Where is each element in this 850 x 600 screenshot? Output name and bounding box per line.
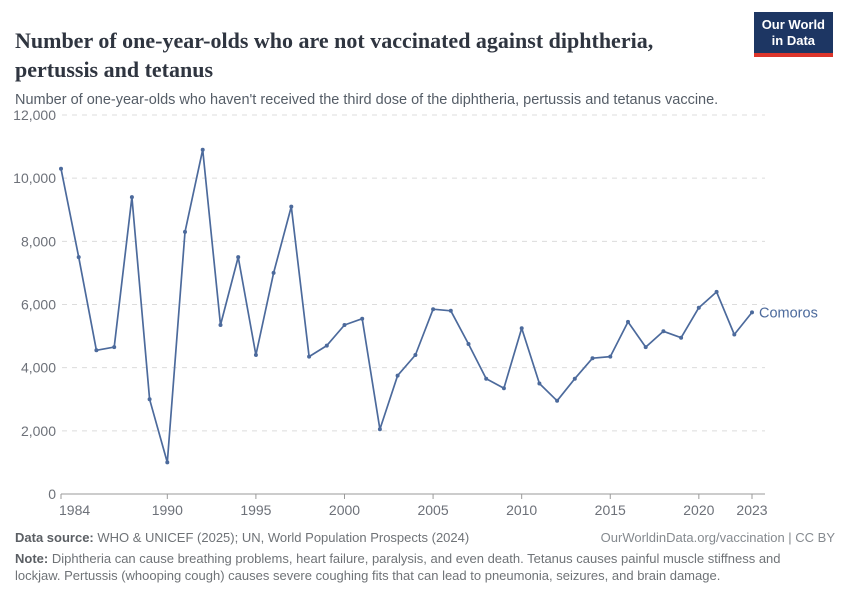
- x-axis-label: 2000: [329, 502, 360, 518]
- data-point[interactable]: [626, 319, 630, 324]
- data-point[interactable]: [661, 329, 666, 334]
- owid-logo[interactable]: Our World in Data: [753, 12, 833, 57]
- chart-subtitle: Number of one-year-olds who haven't rece…: [15, 91, 719, 108]
- data-point[interactable]: [253, 353, 258, 357]
- data-point[interactable]: [643, 345, 648, 350]
- data-point[interactable]: [94, 348, 99, 353]
- data-point[interactable]: [732, 332, 737, 337]
- chart-note: Note: Diphtheria can cause breathing pro…: [15, 550, 825, 584]
- data-point[interactable]: [165, 460, 170, 465]
- data-source-line: Data source: WHO & UNICEF (2025); UN, Wo…: [15, 530, 469, 545]
- data-point[interactable]: [200, 147, 205, 152]
- series-line[interactable]: [60, 148, 753, 464]
- data-point[interactable]: [679, 335, 684, 340]
- data-point[interactable]: [76, 255, 81, 260]
- data-point[interactable]: [129, 195, 134, 200]
- data-point[interactable]: [236, 255, 241, 260]
- data-source-text: WHO & UNICEF (2025); UN, World Populatio…: [93, 530, 470, 545]
- data-point[interactable]: [431, 307, 436, 312]
- owid-logo-line1: Our World: [761, 17, 825, 32]
- data-point[interactable]: [147, 397, 152, 402]
- owid-cc-link[interactable]: OurWorldinData.org/vaccination | CC BY: [600, 530, 835, 545]
- data-source-label: Data source:: [15, 530, 94, 545]
- y-axis-label: 4,000: [21, 360, 56, 376]
- y-axis-label: 8,000: [21, 233, 56, 249]
- x-axis-label: 2010: [506, 502, 537, 518]
- data-point[interactable]: [218, 323, 223, 327]
- x-axis-label: 1990: [152, 502, 183, 518]
- x-axis-label: 1995: [240, 502, 271, 518]
- data-point[interactable]: [484, 376, 489, 381]
- data-point[interactable]: [572, 376, 577, 381]
- note-text: Diphtheria can cause breathing problems,…: [15, 551, 781, 583]
- data-point[interactable]: [271, 270, 276, 275]
- data-point[interactable]: [324, 343, 329, 348]
- data-point[interactable]: [342, 323, 347, 327]
- data-point[interactable]: [448, 308, 453, 313]
- data-point[interactable]: [590, 356, 595, 361]
- y-axis-label: 0: [48, 486, 56, 502]
- x-axis-label: 2020: [683, 502, 714, 518]
- y-axis-label: 2,000: [21, 423, 56, 439]
- owid-logo-line2: in Data: [771, 33, 816, 48]
- x-axis-label: 2005: [417, 502, 448, 518]
- data-point[interactable]: [183, 229, 187, 234]
- data-point[interactable]: [501, 386, 506, 391]
- data-point[interactable]: [714, 289, 719, 294]
- chart-footer: Data source: WHO & UNICEF (2025); UN, Wo…: [15, 530, 835, 584]
- data-point[interactable]: [112, 345, 117, 350]
- data-point[interactable]: [519, 326, 524, 331]
- x-axis-label: 2015: [595, 502, 626, 518]
- data-point[interactable]: [750, 310, 754, 315]
- note-label: Note:: [15, 551, 49, 566]
- y-axis-label: 12,000: [13, 107, 56, 123]
- y-axis-label: 10,000: [13, 170, 56, 186]
- x-axis-label: 2023: [736, 502, 767, 518]
- data-point[interactable]: [395, 373, 400, 378]
- data-point[interactable]: [307, 354, 312, 359]
- data-point[interactable]: [608, 354, 613, 359]
- data-point[interactable]: [59, 166, 63, 171]
- data-point[interactable]: [466, 342, 471, 346]
- data-point[interactable]: [413, 353, 418, 357]
- x-axis-label: 1984: [59, 502, 90, 518]
- data-point[interactable]: [360, 316, 365, 321]
- data-point[interactable]: [555, 398, 560, 403]
- data-point[interactable]: [377, 427, 382, 432]
- line-chart-plot-area[interactable]: 0 2,000 4,000 6,000 8,000 10,000 12,000 1984 199…: [0, 0, 850, 528]
- data-point[interactable]: [696, 305, 701, 310]
- entity-label[interactable]: Comoros: [759, 305, 818, 321]
- data-point[interactable]: [289, 204, 294, 209]
- y-axis-label: 6,000: [21, 297, 56, 313]
- data-point[interactable]: [537, 381, 542, 386]
- page-title: Number of one-year-olds who are not vacc…: [15, 27, 654, 82]
